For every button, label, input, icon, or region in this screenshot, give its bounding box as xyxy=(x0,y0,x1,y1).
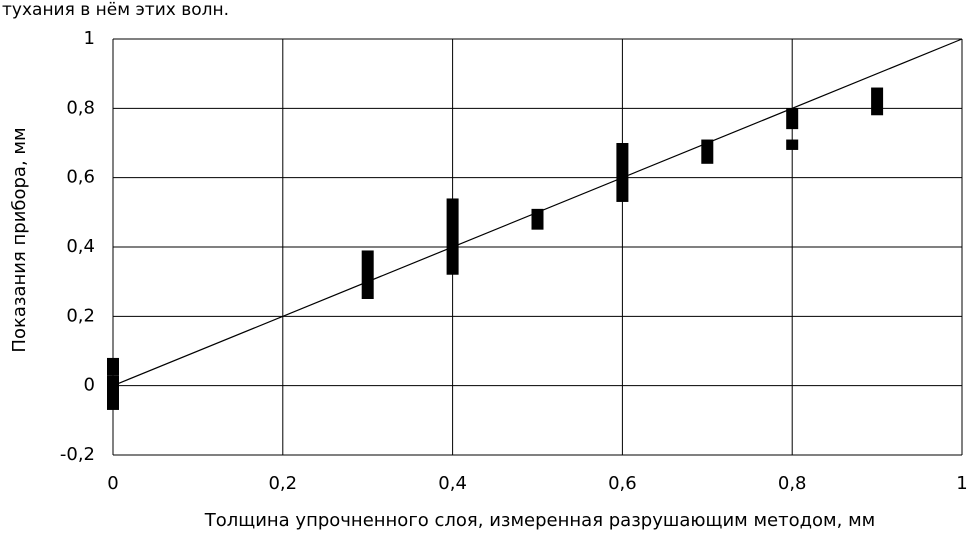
header-fragment: тухания в нём этих волн. xyxy=(2,0,229,20)
y-axis-label: Показания прибора, мм xyxy=(9,127,30,352)
x-tick-label: 0,6 xyxy=(608,473,637,494)
x-tick-label: 0 xyxy=(107,473,118,494)
range-bar xyxy=(361,250,374,299)
x-tick-label: 1 xyxy=(956,473,967,494)
y-tick-label: 1 xyxy=(84,28,95,49)
range-bar xyxy=(701,139,714,164)
y-tick-label: 0,2 xyxy=(66,305,95,326)
y-tick-label: 0,4 xyxy=(66,236,95,257)
range-bar xyxy=(107,375,119,410)
range-bar xyxy=(107,357,119,376)
range-bar xyxy=(871,87,884,116)
y-tick-label: 0,8 xyxy=(66,97,95,118)
range-bar xyxy=(446,198,459,275)
range-bar xyxy=(531,208,544,230)
x-tick-label: 0,8 xyxy=(778,473,807,494)
y-tick-label: -0,2 xyxy=(60,444,95,465)
range-bar xyxy=(786,108,799,130)
x-tick-label: 0,4 xyxy=(438,473,467,494)
x-tick-label: 0,2 xyxy=(268,473,297,494)
x-axis-label: Толщина упрочненного слоя, измеренная ра… xyxy=(204,510,876,531)
y-tick-label: 0,6 xyxy=(66,167,95,188)
range-bar xyxy=(786,139,799,150)
y-tick-label: 0 xyxy=(84,375,95,396)
range-bar xyxy=(616,143,629,202)
